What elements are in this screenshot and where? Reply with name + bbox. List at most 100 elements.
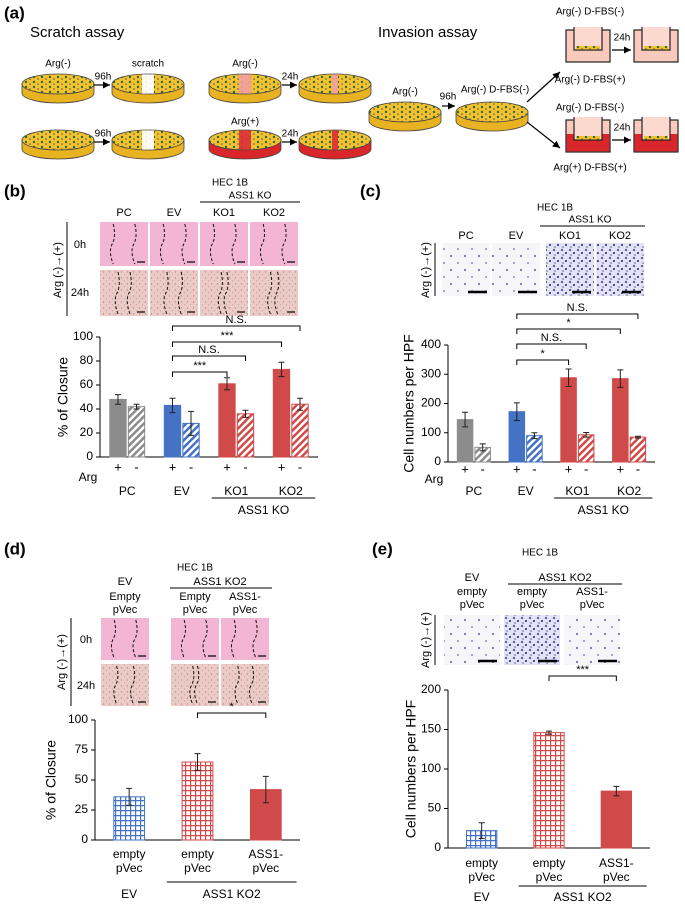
micrograph [150, 270, 198, 316]
error-bar [262, 775, 269, 804]
micrograph [171, 618, 219, 660]
significance-bracket [516, 328, 621, 334]
error-bar [565, 368, 572, 388]
bar [236, 413, 255, 458]
significance-bracket [171, 341, 282, 347]
label: 0h [80, 634, 92, 646]
side-label: Arg (-)→(+) [420, 242, 432, 298]
y-tick-label: 0 [434, 840, 441, 854]
micrograph [546, 243, 594, 296]
wound-edge [248, 665, 254, 705]
error-bar [114, 394, 121, 405]
label: 96h [440, 92, 457, 103]
micrograph [200, 270, 248, 316]
micrograph [442, 243, 490, 296]
label: Empty [179, 591, 211, 603]
wound-edge [163, 271, 169, 315]
significance-label: N.S. [226, 314, 247, 326]
label: Arg(+) D-FBS(+) [553, 163, 626, 174]
label: pVec [183, 604, 208, 616]
wound-edge [259, 223, 265, 265]
y-tick-label: 300 [421, 366, 441, 380]
wound-edge [180, 619, 186, 659]
wound-edge [130, 665, 136, 705]
y-tick-label: 100 [421, 761, 441, 775]
micrograph [492, 243, 540, 296]
wound-edge [274, 271, 280, 315]
x-tick-label: pVec [603, 870, 630, 884]
dish-scratch [142, 130, 154, 150]
label: scratch [132, 59, 164, 70]
x-tick-label: empty [533, 856, 566, 870]
bar [127, 406, 146, 458]
wound-edge [209, 223, 215, 265]
wound-edge [132, 619, 138, 659]
wound-edge [223, 271, 229, 315]
series-label: - [189, 459, 193, 474]
bar [526, 435, 543, 463]
label: 24h [282, 72, 299, 83]
significance-label: N.S. [567, 302, 588, 314]
x-tick-label: empty [181, 847, 214, 861]
significance-bracket [171, 371, 228, 377]
y-axis-title: % of Closure [43, 740, 59, 820]
significance-bracket [171, 355, 247, 361]
significance-label: *** [193, 360, 207, 372]
label: PC [458, 230, 473, 242]
label: ASS1 KO2 [193, 576, 246, 588]
series-label: - [481, 461, 485, 476]
wound-edge [126, 271, 132, 315]
y-tick-label: 100 [68, 712, 88, 726]
significance-label: *** [221, 330, 235, 342]
significance-bracket [171, 325, 301, 331]
series-axis-label: Arg [79, 470, 98, 484]
bar [291, 403, 309, 458]
label: empty [457, 586, 487, 598]
label: 24h [614, 33, 631, 44]
label: KO1 [559, 230, 581, 242]
x-tick-label: pVec [116, 861, 143, 875]
error-bar [242, 409, 249, 418]
x-tick-label: ASS1- [248, 847, 283, 861]
error-bar [223, 377, 230, 391]
insert-cells [576, 136, 600, 140]
micrograph [564, 615, 620, 665]
y-tick-label: 60 [80, 377, 94, 391]
wound-edge [131, 223, 137, 265]
error-bar [531, 432, 538, 440]
error-bar [546, 730, 552, 735]
label: ASS1 KO2 [538, 572, 591, 584]
label: Arg(-) D-FBS(-) [556, 7, 624, 18]
y-axis-title: Cell numbers per HPF [403, 700, 419, 839]
y-tick-label: 80 [80, 353, 94, 367]
error-bar [617, 369, 624, 388]
wound-edge [267, 271, 273, 315]
series-label: - [134, 459, 138, 474]
significance-label: N.S. [541, 332, 562, 344]
label: KO1 [213, 207, 235, 219]
bar [109, 398, 127, 458]
bar [577, 434, 595, 463]
label: HEC 1B [177, 563, 213, 574]
bar [163, 404, 182, 458]
significance-bracket [516, 313, 639, 319]
series-label: + [565, 461, 573, 476]
series-label: + [461, 461, 469, 476]
dish-top [368, 101, 442, 123]
dish-top [455, 101, 529, 123]
label: empty [517, 586, 547, 598]
micrograph [100, 270, 148, 316]
label: EV [167, 207, 182, 219]
wound-edge [281, 223, 287, 265]
y-axis-title: Cell numbers per HPF [401, 334, 417, 473]
side-label: Arg (-)→(+) [52, 242, 64, 298]
wound-edge [230, 619, 236, 659]
label: 24h [614, 123, 631, 134]
group-label: ASS1 KO2 [203, 887, 261, 901]
series-label: - [584, 461, 588, 476]
x-tick-label: pVec [184, 861, 211, 875]
bar [612, 378, 629, 463]
group-label: ASS1 KO [238, 503, 289, 517]
error-bar [297, 397, 304, 411]
error-bar [194, 753, 201, 771]
